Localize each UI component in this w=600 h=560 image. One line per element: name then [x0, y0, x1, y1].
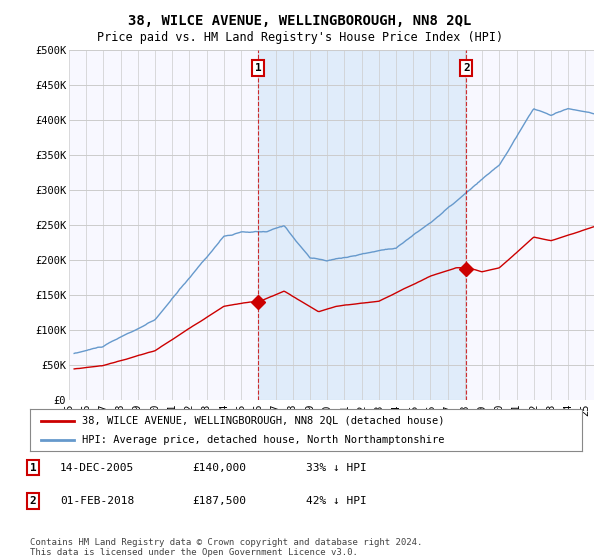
Text: 33% ↓ HPI: 33% ↓ HPI — [306, 463, 367, 473]
Text: 2: 2 — [29, 496, 37, 506]
Text: HPI: Average price, detached house, North Northamptonshire: HPI: Average price, detached house, Nort… — [82, 435, 445, 445]
Text: 1: 1 — [255, 63, 262, 73]
Text: 38, WILCE AVENUE, WELLINGBOROUGH, NN8 2QL: 38, WILCE AVENUE, WELLINGBOROUGH, NN8 2Q… — [128, 14, 472, 28]
Text: 1: 1 — [29, 463, 37, 473]
Text: £187,500: £187,500 — [192, 496, 246, 506]
Text: 2: 2 — [463, 63, 470, 73]
Text: 14-DEC-2005: 14-DEC-2005 — [60, 463, 134, 473]
Text: Price paid vs. HM Land Registry's House Price Index (HPI): Price paid vs. HM Land Registry's House … — [97, 31, 503, 44]
Text: £140,000: £140,000 — [192, 463, 246, 473]
Bar — [259, 50, 466, 400]
Text: Contains HM Land Registry data © Crown copyright and database right 2024.
This d: Contains HM Land Registry data © Crown c… — [30, 538, 422, 557]
Text: 38, WILCE AVENUE, WELLINGBOROUGH, NN8 2QL (detached house): 38, WILCE AVENUE, WELLINGBOROUGH, NN8 2Q… — [82, 416, 445, 426]
Text: 42% ↓ HPI: 42% ↓ HPI — [306, 496, 367, 506]
Text: 01-FEB-2018: 01-FEB-2018 — [60, 496, 134, 506]
